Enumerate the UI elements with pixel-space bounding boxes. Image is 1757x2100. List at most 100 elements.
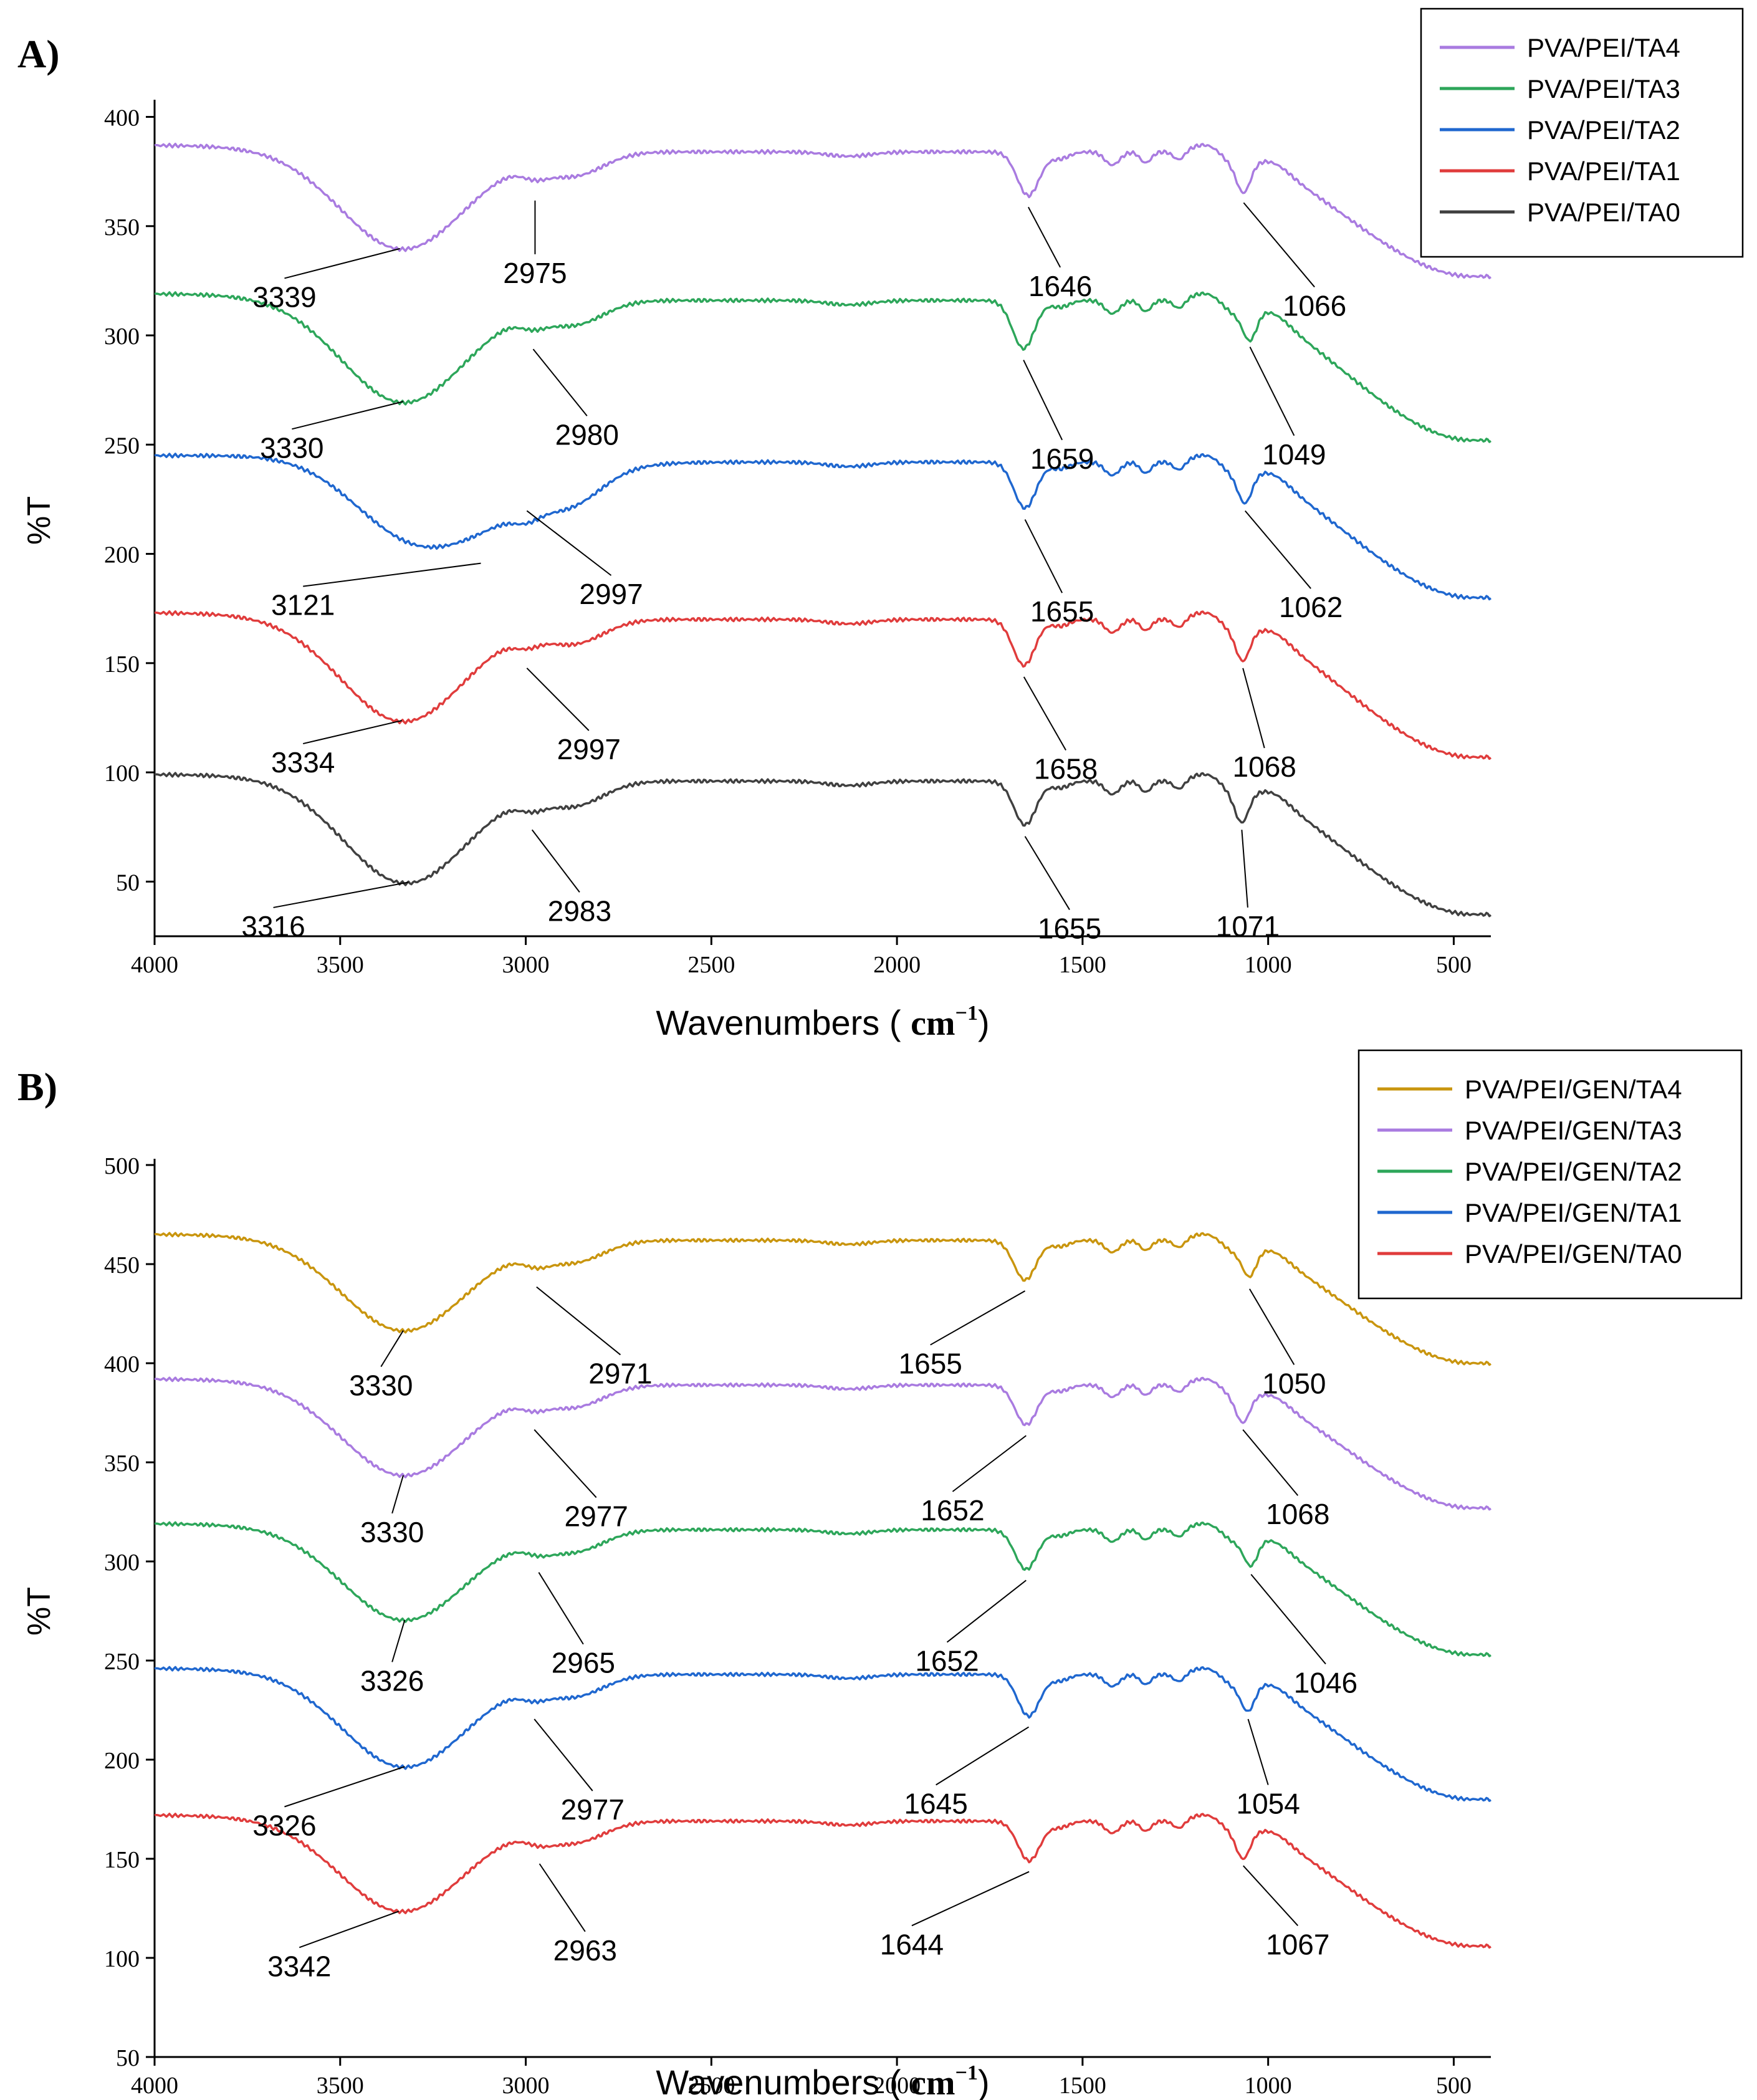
y-tick-label: 50: [116, 2045, 140, 2071]
x-axis-unit: cm: [911, 1004, 955, 1043]
y-tick-label: 350: [104, 214, 140, 241]
annotation-leader: [273, 881, 409, 908]
peak-label: 3316: [241, 910, 305, 942]
series-line-pva-pei-ta1: [154, 610, 1492, 760]
peak-label: 2983: [548, 894, 611, 927]
x-axis-title: Wavenumbers ( cm−1): [656, 2061, 989, 2100]
annotation-leader: [936, 1726, 1030, 1786]
annotation-leader: [1243, 202, 1315, 288]
x-tick-label: 2500: [687, 952, 735, 978]
legend-entry: PVA/PEI/TA0: [1527, 198, 1680, 227]
series-line-pva-pei-ta2: [154, 453, 1492, 601]
annotation-leader: [911, 1871, 1030, 1927]
series-line-pva-pei-ta3: [154, 291, 1491, 443]
x-tick-label: 1000: [1245, 2073, 1292, 2099]
annotation-leader: [1023, 676, 1066, 751]
y-tick-label: 500: [104, 1153, 140, 1179]
y-tick-label: 200: [104, 542, 140, 568]
y-tick-label: 250: [104, 1649, 140, 1675]
annotation-leader: [1023, 360, 1063, 441]
x-tick-label: 4000: [131, 2073, 178, 2099]
peak-label: 1652: [921, 1494, 984, 1527]
peak-label: 2997: [557, 733, 621, 765]
y-tick-label: 300: [104, 1550, 140, 1576]
peak-label: 3330: [260, 431, 323, 464]
peak-label: 1646: [1028, 270, 1092, 302]
x-tick-label: 2000: [873, 2073, 921, 2099]
peak-label: 1050: [1262, 1367, 1326, 1399]
series-line-pva-pei-gen-ta2: [154, 1521, 1491, 1657]
x-axis-title-close: ): [978, 2063, 990, 2100]
y-tick-label: 400: [104, 105, 140, 132]
annotation-leader: [391, 1475, 404, 1514]
y-tick-label: 250: [104, 433, 140, 459]
peak-label: 3334: [271, 746, 335, 779]
peak-label: 1066: [1283, 289, 1346, 322]
peak-label: 2963: [553, 1934, 617, 1967]
annotation-leader: [299, 1911, 400, 1949]
annotation-leader: [1028, 206, 1061, 268]
annotation-leader: [303, 562, 481, 587]
peak-label: 1659: [1030, 443, 1094, 475]
y-tick-label: 150: [104, 1847, 140, 1873]
annotation-leader: [1241, 830, 1248, 908]
annotation-leader: [1249, 347, 1295, 436]
panel-a: A) 50 100 150 200 250 300 350 400 4000 3500 3000 250…: [17, 7, 1744, 1043]
peak-label: 2977: [565, 1500, 628, 1532]
legend-entry: PVA/PEI/GEN/TA1: [1465, 1198, 1682, 1227]
peak-label: 1655: [899, 1348, 962, 1380]
series-line-pva-pei-ta4: [154, 142, 1491, 279]
y-tick-label: 350: [104, 1450, 140, 1477]
annotation-leader: [1250, 1574, 1326, 1665]
annotation-leader: [1024, 836, 1070, 910]
x-tick-label: 1500: [1059, 952, 1106, 978]
annotation-leader: [292, 401, 404, 430]
x-tick-label: 2000: [873, 952, 921, 978]
annotation-leader: [284, 1766, 405, 1808]
y-axis-title: %T: [21, 496, 57, 545]
legend-entry: PVA/PEI/TA2: [1527, 115, 1680, 145]
peak-label: 2965: [552, 1647, 615, 1679]
x-tick-label: 500: [1436, 952, 1472, 978]
peak-label: 1655: [1030, 595, 1094, 628]
peak-label: 3326: [252, 1810, 316, 1842]
peak-label: 1644: [880, 1928, 944, 1960]
annotation-leader: [930, 1290, 1026, 1346]
peak-label: 1071: [1216, 910, 1280, 942]
peak-label: 1067: [1266, 1928, 1329, 1960]
x-tick-label: 1500: [1059, 2073, 1106, 2099]
peak-label: 2971: [588, 1357, 652, 1389]
peak-label: 2975: [503, 257, 567, 289]
peak-label: 3342: [267, 1950, 331, 1982]
annotation-leader: [536, 1286, 621, 1356]
x-axis-title: Wavenumbers ( cm−1): [656, 1002, 989, 1043]
legend-entry: PVA/PEI/GEN/TA3: [1465, 1116, 1682, 1145]
y-tick-label: 150: [104, 651, 140, 678]
annotation-leader: [1024, 519, 1063, 593]
series-line-pva-pei-gen-ta3: [154, 1376, 1491, 1511]
x-tick-label: 3500: [317, 2073, 364, 2099]
peak-label: 1655: [1038, 912, 1101, 944]
legend-box: [1420, 7, 1744, 258]
annotation-leader: [539, 1863, 586, 1932]
peak-label: 1054: [1236, 1788, 1300, 1820]
y-tick-label: 100: [104, 1946, 140, 1972]
peak-label: 1658: [1034, 753, 1098, 785]
y-tick-label: 300: [104, 324, 140, 350]
annotation-leader: [302, 719, 402, 745]
x-axis-title-word: Wavenumbers (: [656, 1003, 911, 1042]
peak-label: 3330: [349, 1369, 413, 1402]
annotation-leader: [532, 348, 588, 416]
annotation-leader: [952, 1435, 1027, 1492]
annotation-leader: [534, 1719, 593, 1791]
peak-label: 2980: [555, 418, 619, 451]
x-tick-label: 3000: [502, 952, 550, 978]
annotation-leader: [538, 1572, 584, 1645]
annotation-leader: [1243, 1865, 1299, 1926]
x-tick-label: 4000: [131, 952, 178, 978]
x-axis-unit-exponent: −1: [955, 1002, 978, 1025]
x-axis-unit-exponent: −1: [955, 2061, 978, 2084]
peak-label: 1068: [1266, 1498, 1329, 1530]
peak-label: 1652: [915, 1645, 979, 1677]
